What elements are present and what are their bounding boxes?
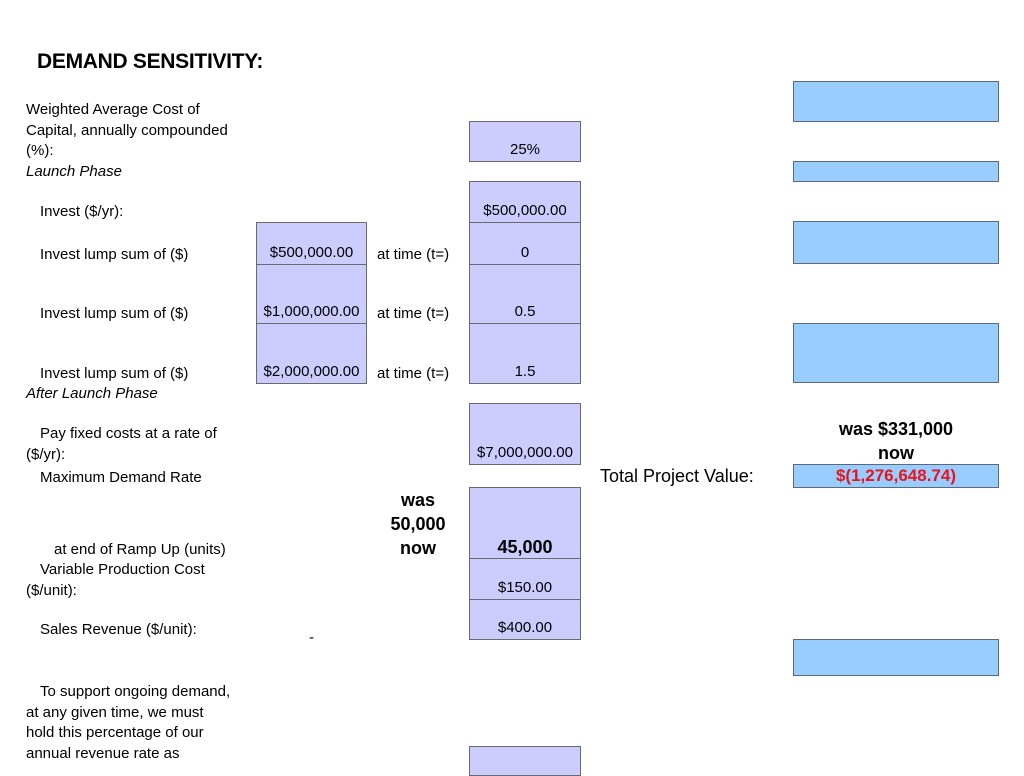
fixed-costs-label: Pay fixed costs at a rate of ($/yr): [26,424,217,465]
wacc-label-line-2: Capital, annually compounded [26,121,228,139]
invest-rate-label: Invest ($/yr): [40,203,124,220]
lump-sum-1-time-cell[interactable]: 0 [469,222,581,265]
after-launch-heading: After Launch Phase [26,385,158,402]
wacc-value: 25% [509,141,541,158]
total-project-note-line-2: now [878,443,914,463]
lump-sum-2-time-cell[interactable]: 0.5 [469,264,581,324]
launch-phase-heading: Launch Phase [26,163,122,180]
lump-sum-2-amount: $1,000,000.00 [263,303,360,320]
total-project-label: Total Project Value: [600,466,754,486]
total-project-note-line-1: was $331,000 [838,419,954,439]
max-demand-note: was 50,000 now [378,488,458,560]
fixed-costs-label-line-1: Pay fixed costs at a rate of [40,425,217,442]
lump-sum-3-time-label: at time (t=) [377,365,450,382]
fixed-costs-label-line-2: ($/yr): [26,445,66,463]
lump-sum-2-time: 0.5 [514,303,536,320]
lump-sum-1-time: 0 [520,244,530,261]
variable-cost-label: Variable Production Cost ($/unit): [26,560,205,601]
output-cell-3[interactable] [793,221,999,264]
lump-sum-1-amount: $500,000.00 [269,244,354,261]
variable-cost-label-line-1: Variable Production Cost [40,561,205,578]
fixed-costs-input-cell[interactable]: $7,000,000.00 [469,403,581,465]
max-demand-input-cell[interactable]: 45,000 [469,487,581,559]
total-project-note: was $331,000 now [796,417,996,465]
max-demand-note-line-2: 50,000 [390,514,446,534]
max-demand-label: Maximum Demand Rate [40,469,202,486]
lump-sum-1-time-label: at time (t=) [377,246,450,263]
total-project-value-cell[interactable]: $(1,276,648.74) [793,464,999,488]
lump-sum-3-time: 1.5 [514,363,536,380]
sales-revenue-label: Sales Revenue ($/unit): [40,621,197,638]
invest-rate-value: $500,000.00 [483,202,567,219]
ongoing-demand-label-line-1: To support ongoing demand, [40,683,231,700]
variable-cost-input-cell[interactable]: $150.00 [469,558,581,600]
wacc-input-cell[interactable]: 25% [469,121,581,162]
lump-sum-2-amount-cell[interactable]: $1,000,000.00 [256,264,367,324]
lump-sum-2-label: Invest lump sum of ($) [40,305,189,322]
fixed-costs-value: $7,000,000.00 [477,444,573,461]
sales-revenue-input-cell[interactable]: $400.00 [469,599,581,640]
lump-sum-3-amount-cell[interactable]: $2,000,000.00 [256,323,367,384]
lump-sum-2-time-label: at time (t=) [377,305,450,322]
wacc-label-line-3: (%): [26,142,54,159]
lump-sum-1-amount-cell[interactable]: $500,000.00 [256,222,367,265]
ongoing-demand-label-line-3: hold this percentage of our [26,724,204,741]
output-cell-4[interactable] [793,323,999,383]
page-title: DEMAND SENSITIVITY: [37,50,264,73]
ramp-up-label: at end of Ramp Up (units) [54,541,226,558]
lump-sum-3-time-cell[interactable]: 1.5 [469,323,581,384]
output-cell-2[interactable] [793,161,999,182]
ongoing-demand-label-line-4: annual revenue rate as [26,744,180,762]
wacc-label-line-1: Weighted Average Cost of [26,101,200,118]
variable-cost-label-line-2: ($/unit): [26,581,77,599]
max-demand-value: 45,000 [497,537,553,557]
sales-revenue-dash: - [309,629,314,646]
max-demand-note-line-1: was [400,490,436,510]
wacc-label: Weighted Average Cost of Capital, annual… [26,100,228,162]
ongoing-demand-input-cell[interactable] [469,746,581,776]
output-cell-5[interactable] [793,639,999,676]
total-project-value: $(1,276,648.74) [835,466,957,485]
output-cell-1[interactable] [793,81,999,122]
lump-sum-3-label: Invest lump sum of ($) [40,365,189,382]
max-demand-note-line-3: now [400,538,436,558]
ongoing-demand-label: To support ongoing demand, at any given … [26,682,230,764]
ongoing-demand-label-line-2: at any given time, we must [26,703,204,721]
lump-sum-1-label: Invest lump sum of ($) [40,246,189,263]
lump-sum-3-amount: $2,000,000.00 [263,363,360,380]
invest-rate-input-cell[interactable]: $500,000.00 [469,181,581,223]
sales-revenue-value: $400.00 [497,619,553,636]
variable-cost-value: $150.00 [497,579,553,596]
